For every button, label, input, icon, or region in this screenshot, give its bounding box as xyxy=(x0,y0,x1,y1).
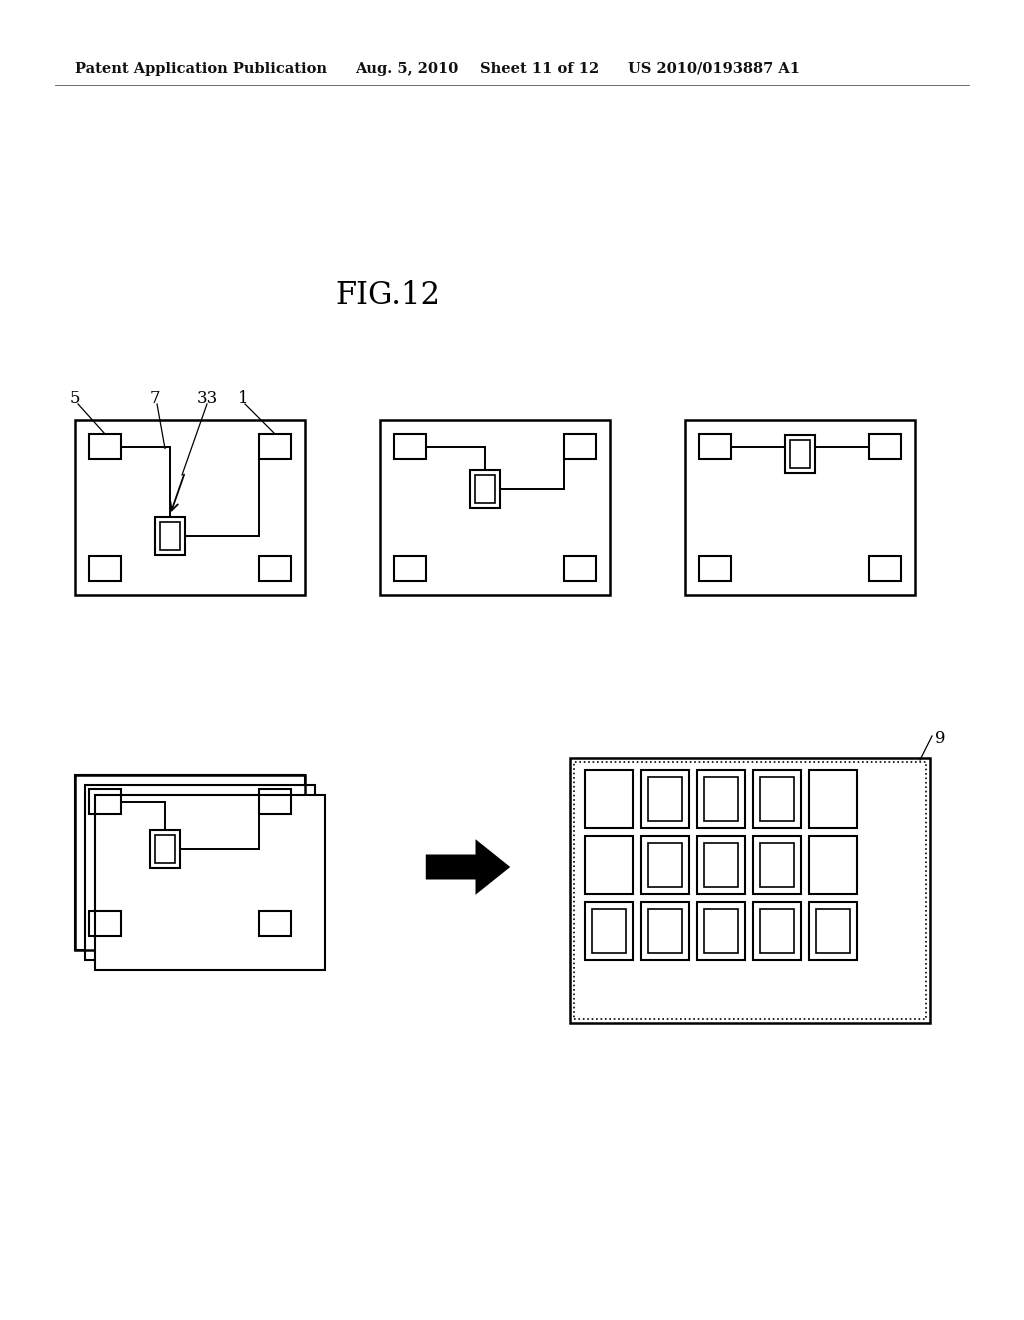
Bar xyxy=(89,434,121,459)
Bar xyxy=(160,521,180,550)
Bar xyxy=(760,909,794,953)
Bar xyxy=(155,836,175,863)
Text: FIG.12: FIG.12 xyxy=(336,280,440,312)
Bar xyxy=(753,770,801,828)
Bar xyxy=(89,789,121,814)
Bar xyxy=(648,843,682,887)
Text: US 2010/0193887 A1: US 2010/0193887 A1 xyxy=(628,62,800,77)
Bar xyxy=(75,420,305,595)
Text: 1: 1 xyxy=(238,389,249,407)
Text: Sheet 11 of 12: Sheet 11 of 12 xyxy=(480,62,599,77)
Bar xyxy=(685,420,915,595)
Bar xyxy=(592,909,626,953)
Bar xyxy=(470,470,500,508)
Bar xyxy=(155,517,185,554)
Bar xyxy=(641,770,689,828)
Bar xyxy=(89,556,121,581)
Bar xyxy=(75,775,305,950)
Bar xyxy=(394,556,426,581)
Bar xyxy=(648,777,682,821)
Bar xyxy=(697,902,745,960)
Bar xyxy=(641,836,689,894)
Bar xyxy=(809,836,857,894)
Bar xyxy=(809,770,857,828)
Text: 5: 5 xyxy=(70,389,81,407)
Bar xyxy=(89,911,121,936)
Bar xyxy=(705,843,738,887)
Bar xyxy=(705,777,738,821)
Text: Aug. 5, 2010: Aug. 5, 2010 xyxy=(355,62,459,77)
Bar xyxy=(753,902,801,960)
Bar xyxy=(394,434,426,459)
Text: 9: 9 xyxy=(935,730,945,747)
Bar xyxy=(95,795,325,970)
Bar xyxy=(869,556,901,581)
Bar xyxy=(380,420,610,595)
Bar xyxy=(648,909,682,953)
Bar xyxy=(259,434,291,459)
Bar xyxy=(85,785,315,960)
Bar xyxy=(574,762,926,1019)
Bar xyxy=(785,436,815,473)
Bar xyxy=(259,789,291,814)
Bar xyxy=(641,902,689,960)
Bar xyxy=(150,830,180,869)
Bar xyxy=(259,556,291,581)
Bar xyxy=(564,434,596,459)
Bar xyxy=(760,843,794,887)
Bar xyxy=(790,440,810,469)
FancyArrowPatch shape xyxy=(426,840,510,895)
Bar xyxy=(699,556,731,581)
Bar xyxy=(697,836,745,894)
Bar xyxy=(816,909,850,953)
Bar xyxy=(699,434,731,459)
Bar xyxy=(259,911,291,936)
Bar xyxy=(705,909,738,953)
Bar xyxy=(475,475,495,503)
Bar xyxy=(869,434,901,459)
Bar xyxy=(697,770,745,828)
Text: 7: 7 xyxy=(150,389,161,407)
Bar xyxy=(75,775,305,950)
Bar xyxy=(753,836,801,894)
Bar xyxy=(564,556,596,581)
Bar xyxy=(760,777,794,821)
Bar xyxy=(585,836,633,894)
Bar xyxy=(585,770,633,828)
Bar xyxy=(585,902,633,960)
Bar xyxy=(809,902,857,960)
Text: Patent Application Publication: Patent Application Publication xyxy=(75,62,327,77)
Bar xyxy=(570,758,930,1023)
Text: 33: 33 xyxy=(197,389,218,407)
